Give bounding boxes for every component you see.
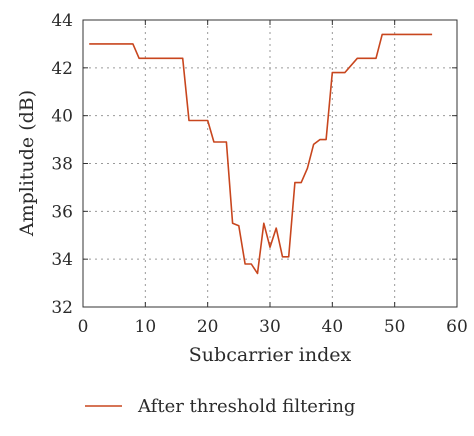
- x-tick-label: 50: [384, 317, 406, 337]
- y-tick-label: 44: [51, 11, 73, 31]
- series-layer: [89, 33, 433, 275]
- y-tick-label: 36: [51, 202, 73, 222]
- y-tick-label: 42: [51, 59, 73, 79]
- legend-label: After threshold filtering: [137, 396, 355, 417]
- x-tick-label: 10: [135, 317, 157, 337]
- x-tick-labels: 0 10 20 30 40 50 60: [78, 317, 468, 337]
- x-axis-title: Subcarrier index: [189, 344, 352, 366]
- axis-ticks: [82, 19, 458, 308]
- grid: [83, 20, 457, 307]
- x-tick-label: 30: [259, 317, 281, 337]
- y-tick-label: 40: [51, 107, 73, 127]
- y-axis-title: Amplitude (dB): [16, 90, 38, 237]
- y-tick-label: 32: [51, 298, 73, 318]
- y-tick-label: 34: [51, 250, 73, 270]
- y-tick-labels: 32 34 36 38 40 42 44: [51, 11, 73, 318]
- x-tick-label: 40: [322, 317, 344, 337]
- x-tick-label: 60: [446, 317, 468, 337]
- series-line: [89, 33, 433, 275]
- x-tick-label: 20: [197, 317, 219, 337]
- x-tick-label: 0: [78, 317, 89, 337]
- legend: After threshold filtering: [85, 396, 355, 417]
- y-tick-label: 38: [51, 155, 73, 175]
